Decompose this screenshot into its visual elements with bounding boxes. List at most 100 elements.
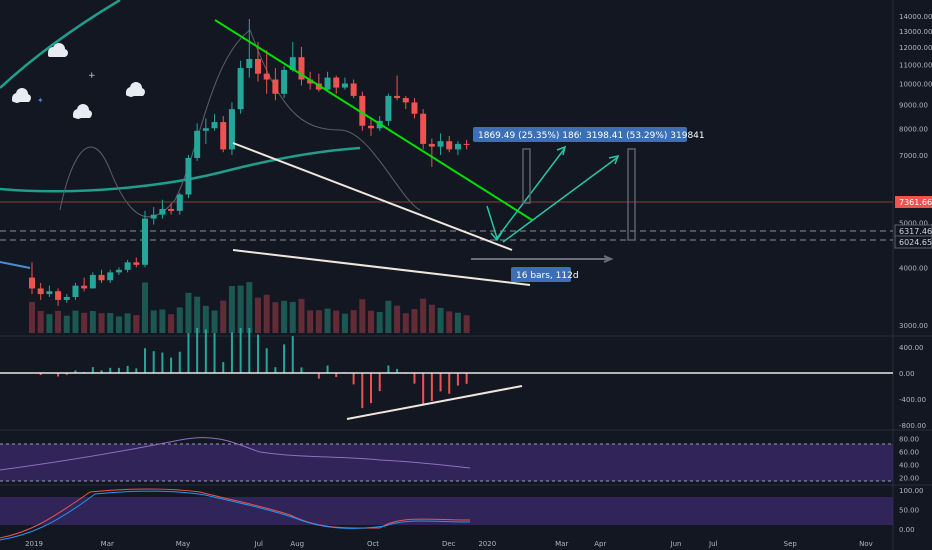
candle-body xyxy=(350,83,357,96)
macd-tick-label: -800.00 xyxy=(899,422,926,430)
volume-bar xyxy=(115,316,122,333)
candle-body xyxy=(272,79,279,94)
volume-bar xyxy=(133,315,140,333)
volume-bar xyxy=(307,310,314,333)
volume-bar xyxy=(281,300,288,333)
support-price-tag: 6024.65 xyxy=(894,235,932,249)
volume-bar xyxy=(202,305,209,333)
volume-bars xyxy=(29,282,470,333)
price-tick-label: 5000.00 xyxy=(899,220,928,228)
annotation-label[interactable]: 3198.41 (53.29%) 319841 xyxy=(581,127,705,142)
volume-bar xyxy=(211,310,218,333)
time-tick-label: Dec xyxy=(442,540,456,548)
macd-bar xyxy=(109,367,112,373)
volume-bar xyxy=(402,313,409,333)
macd-bar xyxy=(257,334,260,373)
candle-body xyxy=(37,288,44,295)
macd-trendline[interactable] xyxy=(346,385,523,420)
rsi-tick-label: 20.00 xyxy=(899,475,919,483)
stoch-tick-label: 100.00 xyxy=(899,487,924,495)
green-descending-trendline[interactable] xyxy=(214,19,533,221)
candle-body xyxy=(81,285,88,289)
volume-bar xyxy=(107,313,114,333)
ma-fragment xyxy=(0,261,31,269)
cloud-icon xyxy=(126,82,145,97)
macd-bar xyxy=(396,368,399,373)
macd-bar xyxy=(74,370,77,373)
candle-body xyxy=(72,285,79,297)
stoch-tick-label: 50.00 xyxy=(899,507,919,515)
candle-body xyxy=(281,69,288,94)
candle-body xyxy=(63,296,70,300)
macd-bar xyxy=(439,373,442,392)
macd-bar xyxy=(326,365,329,373)
candle-body xyxy=(176,194,183,211)
volume-bar xyxy=(159,309,166,333)
macd-bar xyxy=(456,373,459,386)
candle-body xyxy=(263,73,270,80)
price-axis: 14000.00 13000.00 12000.00 11000.00 10000.00… xyxy=(899,13,932,330)
projection-arrow[interactable] xyxy=(486,145,567,242)
rsi-tick-label: 60.00 xyxy=(899,449,919,457)
candle-body xyxy=(437,141,444,147)
candle-body xyxy=(428,143,435,147)
rsi-line xyxy=(0,437,471,471)
price-tick-label: 3000.00 xyxy=(899,322,928,330)
macd-bar xyxy=(135,368,138,373)
macd-bar xyxy=(413,373,416,384)
rsi-tick-label: 80.00 xyxy=(899,436,919,444)
volume-bar xyxy=(454,312,461,333)
time-tick-label: Sep xyxy=(784,540,798,548)
candle-body xyxy=(194,130,201,158)
macd-tick-label: -400.00 xyxy=(899,396,926,404)
volume-bar xyxy=(98,313,105,333)
volume-bar xyxy=(46,314,53,333)
white-descending-trendline[interactable] xyxy=(232,142,513,251)
time-tick-label: May xyxy=(176,540,190,548)
time-tick-label: Jul xyxy=(708,540,718,548)
candle-body xyxy=(185,157,192,195)
envelope-line xyxy=(59,29,421,218)
price-tick-label: 13000.00 xyxy=(899,28,932,36)
candle-body xyxy=(368,125,375,129)
volume-bar xyxy=(124,313,131,333)
volume-trendline[interactable] xyxy=(232,249,531,286)
macd-bar xyxy=(117,367,120,373)
candle-body xyxy=(411,102,418,114)
volume-bar xyxy=(446,311,453,333)
annotation-label[interactable]: 1869.49 (25.35%) 186949 xyxy=(473,127,597,142)
macd-bar xyxy=(126,365,129,373)
candle-body xyxy=(463,143,470,145)
candle-body xyxy=(115,269,122,273)
volume-bar xyxy=(376,312,383,333)
volume-bar xyxy=(298,298,305,333)
projection-arrow[interactable] xyxy=(502,154,620,243)
macd-bar xyxy=(352,373,355,385)
volume-bar xyxy=(350,310,357,333)
rsi-tick-label: 40.00 xyxy=(899,462,919,470)
volume-bar xyxy=(63,315,70,333)
candle-body xyxy=(307,79,314,84)
annotation-label[interactable]: 16 bars, 112d xyxy=(511,267,579,282)
candle-body xyxy=(341,83,348,88)
candle-body xyxy=(220,122,227,150)
macd-bar xyxy=(387,365,390,373)
volume-bar xyxy=(324,308,331,333)
volume-bar xyxy=(368,310,375,333)
sparkle-icon: + xyxy=(88,71,96,81)
macd-bar xyxy=(57,373,60,377)
volume-bar xyxy=(185,292,192,333)
volume-bar xyxy=(246,282,253,333)
volume-bar xyxy=(72,310,79,333)
macd-bar xyxy=(265,348,268,373)
candle-body xyxy=(402,98,409,103)
svg-text:1869.49 (25.35%) 186949: 1869.49 (25.35%) 186949 xyxy=(478,131,597,141)
volume-bar xyxy=(437,307,444,333)
candle-body xyxy=(133,262,140,265)
svg-text:7361.66: 7361.66 xyxy=(899,198,932,207)
macd-tick-label: 0.00 xyxy=(899,370,915,378)
volume-bar xyxy=(333,310,340,333)
macd-bar xyxy=(378,373,381,392)
support-price-tag: 6317.46 xyxy=(894,224,932,238)
